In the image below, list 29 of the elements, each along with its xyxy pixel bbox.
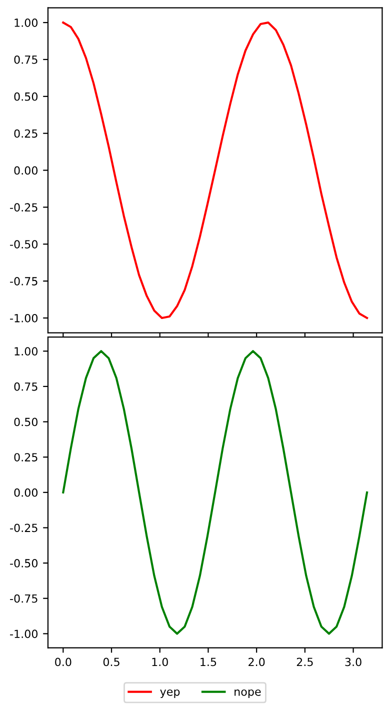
x-tick-label: 2.5 [296,658,313,666]
x-tick-label: 0.5 [103,658,120,666]
legend-label: nope [234,689,261,698]
y-tick-label: 0.75 [14,382,38,391]
x-tick-label: 1.0 [152,658,168,666]
x-tick-label: 1.5 [200,658,216,666]
y-tick-label: -1.00 [10,630,38,638]
y-tick-label: -0.75 [10,277,38,286]
y-tick-label: -0.50 [10,559,38,568]
x-tick-label: 2.0 [248,658,265,666]
y-tick-label: -0.75 [10,594,38,603]
y-tick-label: 0.25 [14,453,38,462]
y-tick-label: 0.50 [14,92,38,101]
y-tick-label: -0.25 [10,203,38,212]
line-series [62,22,368,320]
y-tick-label: 0.00 [14,488,38,497]
line-series [62,350,368,635]
y-tick-label: 0.00 [14,166,38,175]
y-tick-label: -0.50 [10,240,38,249]
x-tick-label: 3.0 [345,658,362,666]
y-tick-label: 1.00 [14,347,38,356]
y-tick-label: -1.00 [10,314,38,322]
legend-label: yep [160,689,180,698]
y-tick-label: 0.50 [14,418,38,426]
y-tick-label: 1.00 [14,18,38,27]
y-tick-label: 0.25 [14,129,38,138]
x-tick-label: 0.0 [55,658,72,666]
y-tick-label: 0.75 [14,55,38,64]
y-tick-label: -0.25 [10,524,38,532]
